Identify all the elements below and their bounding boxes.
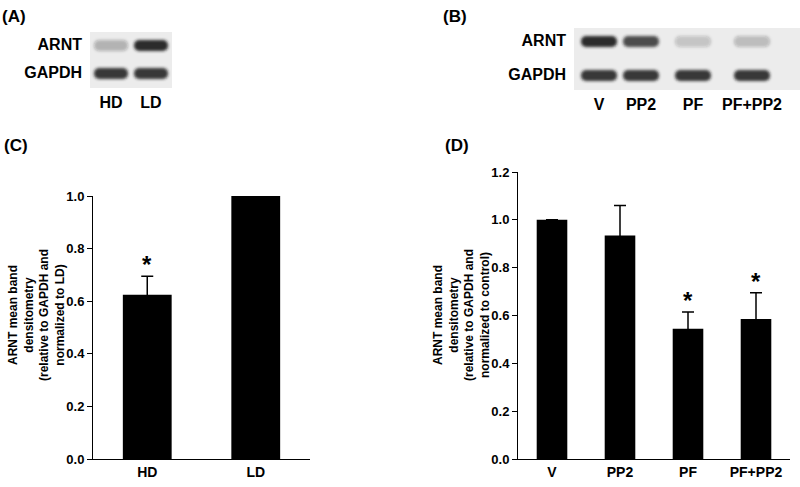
svg-text:0.2: 0.2 (66, 399, 84, 414)
svg-text:V: V (547, 464, 557, 480)
svg-text:ARNT: ARNT (38, 36, 83, 53)
svg-text:0.0: 0.0 (66, 452, 84, 467)
svg-text:0.4: 0.4 (66, 346, 85, 361)
svg-text:0.6: 0.6 (491, 308, 509, 323)
svg-text:PF: PF (679, 464, 697, 480)
svg-text:ARNT mean banddensitometry(rel: ARNT mean banddensitometry(relative to G… (6, 249, 67, 381)
svg-text:ARNT mean banddensitometry(rel: ARNT mean banddensitometry(relative to G… (431, 249, 492, 381)
svg-text:0.8: 0.8 (66, 241, 84, 256)
svg-text:PP2: PP2 (607, 464, 634, 480)
svg-text:GAPDH: GAPDH (508, 66, 566, 83)
svg-text:0.8: 0.8 (491, 260, 509, 275)
svg-text:HD: HD (137, 464, 157, 480)
svg-text:(B): (B) (443, 7, 467, 26)
svg-text:HD: HD (99, 94, 122, 111)
svg-text:ARNT: ARNT (522, 32, 567, 49)
svg-text:*: * (751, 268, 761, 295)
svg-text:PF: PF (683, 96, 704, 113)
svg-text:1.2: 1.2 (491, 165, 509, 180)
svg-text:0.0: 0.0 (491, 452, 509, 467)
svg-text:PF+PP2: PF+PP2 (722, 96, 782, 113)
svg-text:LD: LD (140, 94, 161, 111)
svg-text:(A): (A) (2, 7, 26, 26)
svg-text:*: * (683, 287, 693, 314)
svg-text:*: * (142, 251, 152, 278)
svg-text:(C): (C) (4, 136, 28, 155)
svg-text:LD: LD (246, 464, 265, 480)
svg-text:(D): (D) (445, 136, 469, 155)
svg-text:0.6: 0.6 (66, 294, 84, 309)
svg-text:1.0: 1.0 (491, 212, 509, 227)
svg-text:PP2: PP2 (626, 96, 656, 113)
svg-text:0.2: 0.2 (491, 404, 509, 419)
svg-text:GAPDH: GAPDH (24, 64, 82, 81)
svg-text:PF+PP2: PF+PP2 (730, 464, 783, 480)
svg-text:V: V (594, 96, 605, 113)
svg-text:0.4: 0.4 (491, 356, 510, 371)
svg-text:1.0: 1.0 (66, 189, 84, 204)
